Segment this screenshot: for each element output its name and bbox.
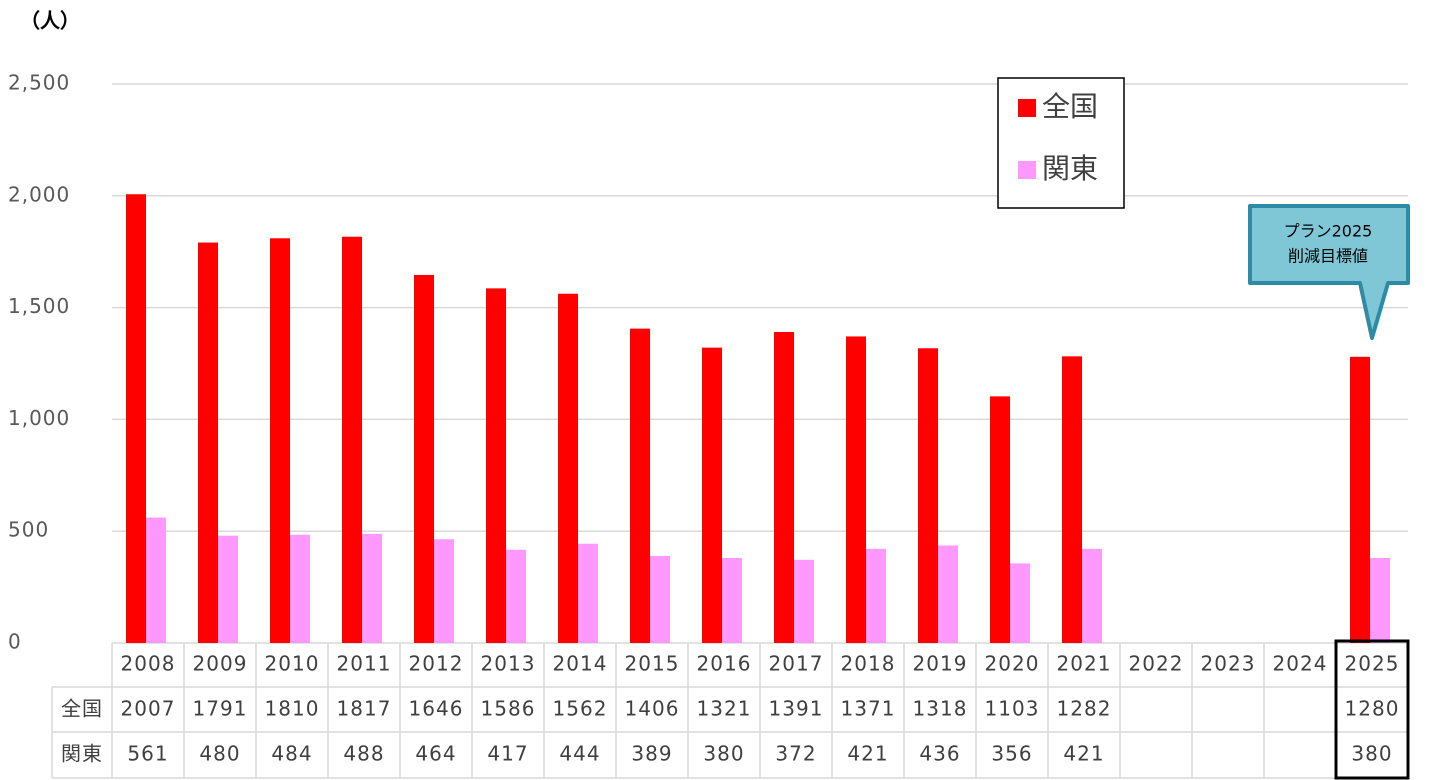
callout-text: 削減目標値 (1288, 247, 1368, 266)
bar (774, 331, 794, 643)
bar (218, 535, 238, 643)
table-value: 421 (847, 742, 888, 766)
table-value: 464 (415, 742, 456, 766)
table-row-header: 関東 (61, 742, 103, 766)
y-tick-label: 500 (8, 518, 49, 542)
legend-swatch (1018, 161, 1036, 179)
x-tick-label: 2020 (985, 652, 1040, 676)
table-value: 488 (343, 742, 384, 766)
bar (702, 347, 722, 643)
bar (938, 545, 958, 643)
x-tick-label: 2008 (121, 652, 176, 676)
callout (1248, 204, 1410, 340)
table-value: 484 (271, 742, 312, 766)
table-value: 1280 (1345, 697, 1400, 721)
y-tick-label: 1,000 (8, 406, 70, 430)
table-value: 436 (919, 742, 960, 766)
table-value: 480 (199, 742, 240, 766)
bar (414, 274, 434, 643)
bar (558, 293, 578, 643)
x-tick-label: 2023 (1201, 652, 1256, 676)
bar (290, 534, 310, 643)
legend-label: 関東 (1042, 152, 1098, 185)
table-value: 380 (1351, 742, 1392, 766)
table-value: 1318 (913, 697, 968, 721)
table-value: 389 (631, 742, 672, 766)
table-value: 380 (703, 742, 744, 766)
table-value: 1646 (409, 697, 464, 721)
table-value: 1282 (1057, 697, 1112, 721)
table-value: 444 (559, 742, 600, 766)
bar (1082, 548, 1102, 643)
table-value: 1586 (481, 697, 536, 721)
table-value: 421 (1063, 742, 1104, 766)
bar (722, 558, 742, 643)
y-tick-label: 2,000 (8, 182, 70, 206)
table-value: 1406 (625, 697, 680, 721)
x-tick-label: 2025 (1345, 652, 1400, 676)
bar (846, 336, 866, 643)
bar (198, 242, 218, 643)
y-tick-label: 2,500 (8, 71, 70, 95)
table-value: 1817 (337, 697, 392, 721)
table-value: 372 (775, 742, 816, 766)
x-tick-label: 2016 (697, 652, 752, 676)
table-row-header: 全国 (61, 697, 103, 721)
table-value: 1103 (985, 697, 1040, 721)
x-tick-label: 2022 (1129, 652, 1184, 676)
table-value: 1810 (265, 697, 320, 721)
bar (1350, 356, 1370, 643)
x-tick-label: 2009 (193, 652, 248, 676)
bar (1370, 558, 1390, 643)
table-value: 2007 (121, 697, 176, 721)
x-tick-label: 2024 (1273, 652, 1328, 676)
bar (630, 328, 650, 643)
highlight-box (1334, 639, 1410, 780)
bar (990, 396, 1010, 643)
table-value: 561 (127, 742, 168, 766)
bar (794, 559, 814, 643)
x-tick-label: 2018 (841, 652, 896, 676)
bar (1010, 563, 1030, 643)
y-tick-label: 1,500 (8, 294, 70, 318)
bar (126, 194, 146, 643)
y-tick-label: 0 (8, 630, 22, 654)
x-tick-label: 2019 (913, 652, 968, 676)
bar (270, 238, 290, 643)
table-value: 1791 (193, 697, 248, 721)
bar (434, 539, 454, 643)
legend-label: 全国 (1042, 90, 1098, 123)
table-value: 1562 (553, 697, 608, 721)
table-value: 417 (487, 742, 528, 766)
x-tick-label: 2010 (265, 652, 320, 676)
bar (342, 236, 362, 643)
table-value: 1391 (769, 697, 824, 721)
x-tick-label: 2014 (553, 652, 608, 676)
bar (486, 288, 506, 643)
bar (146, 517, 166, 643)
bar (506, 549, 526, 643)
callout-text: プラン2025 (1284, 222, 1373, 241)
x-tick-label: 2017 (769, 652, 824, 676)
table-value: 1321 (697, 697, 752, 721)
x-tick-label: 2021 (1057, 652, 1112, 676)
table-value: 356 (991, 742, 1032, 766)
x-tick-label: 2015 (625, 652, 680, 676)
bar (918, 348, 938, 643)
bar (578, 543, 598, 643)
table-value: 1371 (841, 697, 896, 721)
bar (650, 556, 670, 643)
bar (866, 548, 886, 643)
y-unit: （人） (20, 9, 80, 33)
bar (1062, 356, 1082, 643)
x-tick-label: 2013 (481, 652, 536, 676)
x-tick-label: 2012 (409, 652, 464, 676)
legend-swatch (1018, 99, 1036, 117)
bar (362, 533, 382, 643)
x-tick-label: 2011 (337, 652, 392, 676)
